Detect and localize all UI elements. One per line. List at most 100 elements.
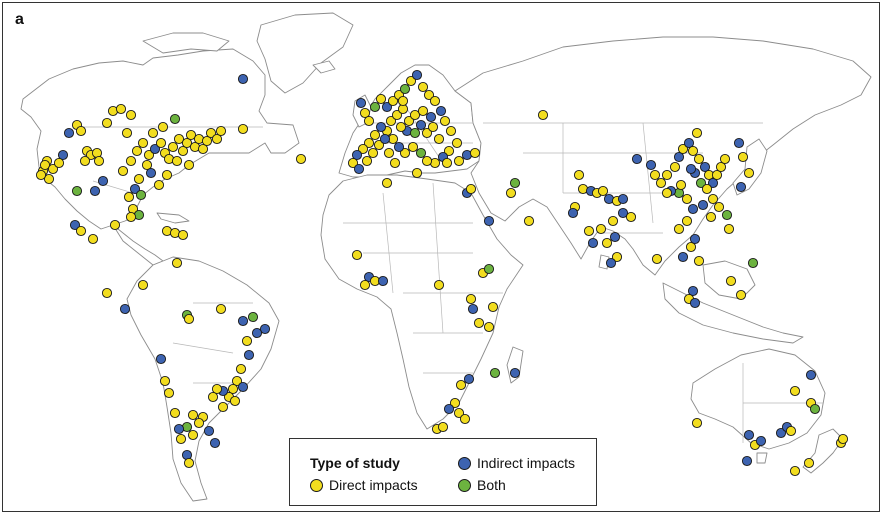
study-point-indirect [685,163,697,175]
study-point-direct [453,155,465,167]
study-point-direct [803,457,815,469]
study-point-indirect [381,101,393,113]
study-point-direct [411,167,423,179]
asia [454,36,872,276]
study-point-indirect [605,257,617,269]
study-point-direct [705,211,717,223]
study-point-direct [241,335,253,347]
study-point-direct [607,215,619,227]
study-point-direct [583,225,595,237]
study-point-direct [681,193,693,205]
study-point-direct [723,223,735,235]
sri-lanka [598,254,610,270]
study-point-direct [363,115,375,127]
study-point-direct [177,145,189,157]
study-point-indirect [145,167,157,179]
study-point-direct [167,141,179,153]
study-point-indirect [631,153,643,165]
study-point-direct [421,155,433,167]
study-point-indirect [155,353,167,365]
study-point-indirect [617,193,629,205]
study-point-both [415,147,427,159]
indirect-impacts-swatch [458,456,471,470]
study-point-direct [159,375,171,387]
study-point-direct [211,133,223,145]
study-point-indirect [687,285,699,297]
maritime-southeast-asia [662,282,804,344]
legend-item-indirect: Indirect impacts [458,455,575,471]
study-point-both [247,311,259,323]
study-point-direct [715,161,727,173]
study-point-direct [357,143,369,155]
study-point-direct [157,121,169,133]
study-point-direct [837,433,849,445]
study-point-direct [673,223,685,235]
study-point-direct [217,401,229,413]
study-point-direct [123,191,135,203]
study-point-direct [109,219,121,231]
study-point-indirect [63,127,75,139]
study-point-direct [453,407,465,419]
study-point-direct [735,289,747,301]
study-point-direct [523,215,535,227]
study-point-direct [53,157,65,169]
study-point-direct [143,149,155,161]
study-point-direct [361,155,373,167]
study-point-direct [173,133,185,145]
study-point-direct [215,125,227,137]
study-point-direct [125,109,137,121]
study-point-both [369,101,381,113]
study-point-direct [367,147,379,159]
study-point-direct [125,211,137,223]
study-point-indirect [173,423,185,435]
study-point-indirect [129,183,141,195]
study-point-direct [43,173,55,185]
study-point-indirect [733,137,745,149]
study-point-direct [181,137,193,149]
study-point-both [169,113,181,125]
study-point-both [509,177,521,189]
study-point-direct [487,301,499,313]
study-point-indirect [209,437,221,449]
study-point-indirect [689,233,701,245]
direct-impacts-swatch [310,478,323,492]
study-point-direct [611,251,623,263]
study-point-direct [177,229,189,241]
study-point-direct [789,465,801,477]
study-point-direct [121,127,133,139]
study-point-direct [185,129,197,141]
study-point-direct [737,151,749,163]
study-point-direct [505,187,517,199]
study-point-both [409,127,421,139]
study-point-direct [237,123,249,135]
study-point-direct [183,159,195,171]
study-point-indirect [483,215,495,227]
study-point-direct [227,383,239,395]
study-point-direct [713,201,725,213]
study-point-indirect [673,151,685,163]
study-point-direct [417,81,429,93]
study-point-direct [681,215,693,227]
study-point-direct [187,429,199,441]
study-point-indirect [425,111,437,123]
study-point-direct [359,107,371,119]
study-point-indirect [617,207,629,219]
study-point-direct [421,127,433,139]
study-point-indirect [411,69,423,81]
study-point-direct [47,163,59,175]
study-point-indirect [805,369,817,381]
study-point-direct [789,385,801,397]
study-point-direct [701,183,713,195]
study-point-direct [743,167,755,179]
study-point-direct [229,395,241,407]
study-point-direct [573,169,585,181]
legend: Type of study Direct impacts Indirect im… [289,438,597,506]
study-point-indirect [243,349,255,361]
australia [690,348,826,450]
study-point-direct [101,287,113,299]
study-point-direct [687,145,699,157]
study-point-direct [101,117,113,129]
study-point-indirect [393,141,405,153]
study-point-indirect [203,425,215,437]
study-point-indirect [567,207,579,219]
